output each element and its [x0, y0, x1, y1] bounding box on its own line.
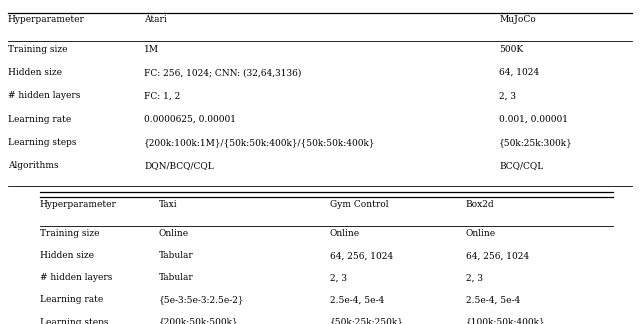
Text: Hidden size: Hidden size: [40, 251, 93, 260]
Text: Hidden size: Hidden size: [8, 68, 61, 77]
Text: Tabular: Tabular: [159, 273, 193, 283]
Text: Training size: Training size: [40, 229, 99, 238]
Text: {200k:50k:500k}: {200k:50k:500k}: [159, 318, 238, 324]
Text: MuJoCo: MuJoCo: [499, 15, 536, 24]
Text: Taxi: Taxi: [159, 200, 177, 209]
Text: 64, 1024: 64, 1024: [499, 68, 540, 77]
Text: {200k:100k:1M}/{50k:50k:400k}/{50k:50k:400k}: {200k:100k:1M}/{50k:50k:400k}/{50k:50k:4…: [144, 138, 376, 147]
Text: {5e-3:5e-3:2.5e-2}: {5e-3:5e-3:2.5e-2}: [159, 295, 244, 305]
Text: 2, 3: 2, 3: [330, 273, 347, 283]
Text: 0.001, 0.00001: 0.001, 0.00001: [499, 115, 568, 124]
Text: Training size: Training size: [8, 45, 67, 54]
Text: Box2d: Box2d: [466, 200, 495, 209]
Text: Atari: Atari: [144, 15, 167, 24]
Text: FC: 256, 1024; CNN: (32,64,3136): FC: 256, 1024; CNN: (32,64,3136): [144, 68, 301, 77]
Text: DQN/BCQ/CQL: DQN/BCQ/CQL: [144, 161, 214, 170]
Text: BCQ/CQL: BCQ/CQL: [499, 161, 543, 170]
Text: Online: Online: [159, 229, 189, 238]
Text: 2.5e-4, 5e-4: 2.5e-4, 5e-4: [466, 295, 520, 305]
Text: # hidden layers: # hidden layers: [8, 91, 80, 100]
Text: 2, 3: 2, 3: [499, 91, 516, 100]
Text: Learning rate: Learning rate: [8, 115, 71, 124]
Text: 2.5e-4, 5e-4: 2.5e-4, 5e-4: [330, 295, 384, 305]
Text: Algorithms: Algorithms: [8, 161, 58, 170]
Text: Online: Online: [466, 229, 496, 238]
Text: Learning steps: Learning steps: [8, 138, 76, 147]
Text: {50k:25k:300k}: {50k:25k:300k}: [499, 138, 573, 147]
Text: {100k:50k:400k}: {100k:50k:400k}: [466, 318, 545, 324]
Text: Learning rate: Learning rate: [40, 295, 103, 305]
Text: Tabular: Tabular: [159, 251, 193, 260]
Text: Gym Control: Gym Control: [330, 200, 388, 209]
Text: 0.0000625, 0.00001: 0.0000625, 0.00001: [144, 115, 236, 124]
Text: Learning steps: Learning steps: [40, 318, 108, 324]
Text: 500K: 500K: [499, 45, 524, 54]
Text: 2, 3: 2, 3: [466, 273, 483, 283]
Text: Hyperparameter: Hyperparameter: [40, 200, 116, 209]
Text: 1M: 1M: [144, 45, 159, 54]
Text: 64, 256, 1024: 64, 256, 1024: [466, 251, 529, 260]
Text: Hyperparameter: Hyperparameter: [8, 15, 84, 24]
Text: {50k:25k:250k}: {50k:25k:250k}: [330, 318, 403, 324]
Text: # hidden layers: # hidden layers: [40, 273, 112, 283]
Text: Online: Online: [330, 229, 360, 238]
Text: 64, 256, 1024: 64, 256, 1024: [330, 251, 393, 260]
Text: FC: 1, 2: FC: 1, 2: [144, 91, 180, 100]
